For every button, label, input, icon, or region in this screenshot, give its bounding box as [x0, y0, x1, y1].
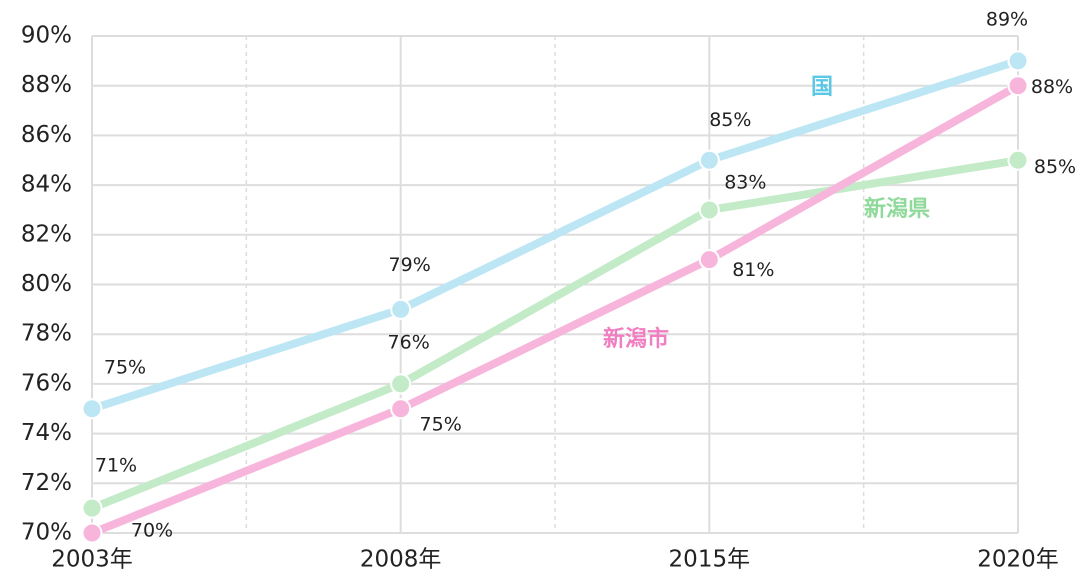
point — [390, 398, 412, 420]
y-tick-label: 78% — [21, 321, 72, 347]
series-line — [90, 82, 1020, 537]
x-tick-label: 2003年 — [51, 547, 133, 573]
value-label: 75% — [420, 413, 462, 435]
series-name: 国 — [811, 75, 833, 100]
point — [698, 199, 720, 221]
y-tick-label: 88% — [21, 72, 72, 98]
value-label: 83% — [724, 171, 766, 193]
point — [81, 497, 103, 519]
y-tick-label: 90% — [21, 23, 72, 49]
y-tick-label: 76% — [21, 370, 72, 396]
x-tick-label: 2008年 — [360, 547, 442, 573]
value-label: 70% — [131, 520, 173, 542]
y-tick-label: 74% — [21, 420, 72, 446]
point — [390, 298, 412, 320]
y-tick-label: 84% — [21, 172, 72, 198]
value-label: 76% — [388, 331, 430, 353]
point — [81, 522, 103, 544]
value-label: 75% — [104, 356, 146, 378]
y-tick-label: 82% — [21, 221, 72, 247]
value-label: 81% — [732, 259, 774, 281]
series-line — [90, 156, 1019, 512]
x-tick-label: 2015年 — [669, 547, 751, 573]
point — [390, 373, 412, 395]
series-line — [90, 57, 1020, 413]
y-tick-label: 86% — [21, 122, 72, 148]
y-tick-label: 72% — [21, 470, 72, 496]
point — [698, 149, 720, 171]
point — [1007, 75, 1029, 97]
y-tick-label: 80% — [21, 271, 72, 297]
value-label: 79% — [389, 254, 431, 276]
point — [698, 249, 720, 271]
y-tick-label: 70% — [21, 520, 72, 546]
value-label: 89% — [986, 8, 1028, 30]
point — [81, 398, 103, 420]
point — [1007, 50, 1029, 72]
value-label: 85% — [709, 109, 751, 131]
value-label: 88% — [1031, 76, 1073, 98]
x-tick-label: 2020年 — [977, 547, 1059, 573]
point — [1007, 149, 1029, 171]
series-name: 新潟県 — [864, 196, 930, 222]
value-label: 71% — [95, 455, 137, 477]
series-name: 新潟市 — [603, 326, 669, 352]
value-label: 85% — [1034, 156, 1076, 178]
